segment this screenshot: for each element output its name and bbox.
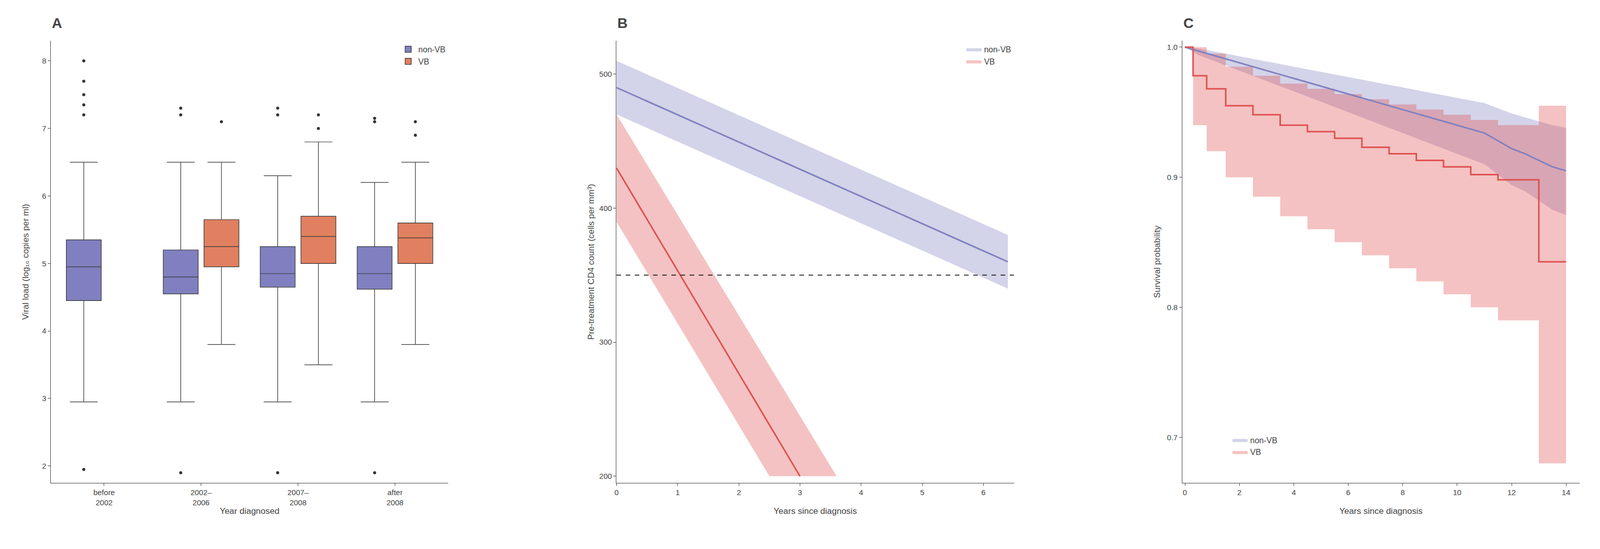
svg-text:300: 300 [599, 337, 612, 347]
svg-text:14: 14 [1561, 487, 1571, 497]
svg-text:Years since diagnosis: Years since diagnosis [773, 506, 858, 516]
svg-text:0.8: 0.8 [1167, 302, 1178, 312]
svg-text:400: 400 [599, 203, 612, 213]
svg-text:2: 2 [42, 461, 47, 470]
svg-text:Years since diagnosis: Years since diagnosis [1339, 506, 1423, 516]
svg-text:1.0: 1.0 [1167, 42, 1178, 52]
svg-text:2: 2 [1237, 487, 1242, 497]
svg-text:0: 0 [1182, 487, 1187, 497]
svg-text:200: 200 [599, 471, 612, 481]
svg-text:C: C [1183, 15, 1194, 31]
svg-text:0.9: 0.9 [1167, 172, 1178, 182]
svg-text:non-VB: non-VB [1250, 435, 1278, 445]
svg-text:before2002: before2002 [93, 487, 116, 507]
svg-text:5: 5 [42, 259, 47, 268]
svg-text:7: 7 [42, 123, 47, 133]
svg-text:500: 500 [599, 69, 612, 79]
svg-text:Survival probability: Survival probability [1152, 225, 1163, 298]
svg-text:4: 4 [42, 326, 47, 335]
svg-text:non-VB: non-VB [984, 45, 1012, 54]
svg-text:6: 6 [981, 487, 986, 497]
svg-text:Viral load (log₁₀ copies per m: Viral load (log₁₀ copies per ml) [20, 203, 31, 320]
svg-text:0.7: 0.7 [1167, 432, 1178, 442]
svg-text:0: 0 [614, 487, 619, 497]
svg-text:3: 3 [797, 487, 802, 497]
svg-text:2007–2008: 2007–2008 [287, 487, 309, 507]
svg-text:Pre-treatment CD4 count (cells: Pre-treatment CD4 count (cells per mm³) [586, 183, 596, 340]
svg-text:A: A [51, 15, 62, 31]
svg-text:8: 8 [42, 56, 47, 66]
svg-text:B: B [617, 15, 628, 31]
svg-text:6: 6 [42, 191, 47, 201]
svg-text:3: 3 [42, 393, 47, 403]
svg-text:non-VB: non-VB [418, 45, 446, 54]
svg-text:10: 10 [1453, 487, 1462, 497]
svg-text:VB: VB [1250, 447, 1262, 457]
svg-text:12: 12 [1507, 487, 1517, 497]
svg-text:after2008: after2008 [386, 487, 404, 507]
svg-text:Year diagnosed: Year diagnosed [219, 506, 280, 516]
svg-text:VB: VB [418, 57, 429, 67]
svg-text:8: 8 [1400, 487, 1405, 497]
svg-text:5: 5 [920, 487, 925, 497]
svg-text:VB: VB [984, 57, 995, 67]
svg-text:6: 6 [1345, 487, 1351, 497]
svg-text:4: 4 [859, 487, 864, 497]
svg-text:2002–2006: 2002–2006 [190, 487, 212, 507]
svg-text:1: 1 [675, 487, 680, 497]
svg-text:4: 4 [1291, 487, 1296, 497]
svg-text:2: 2 [736, 487, 741, 497]
